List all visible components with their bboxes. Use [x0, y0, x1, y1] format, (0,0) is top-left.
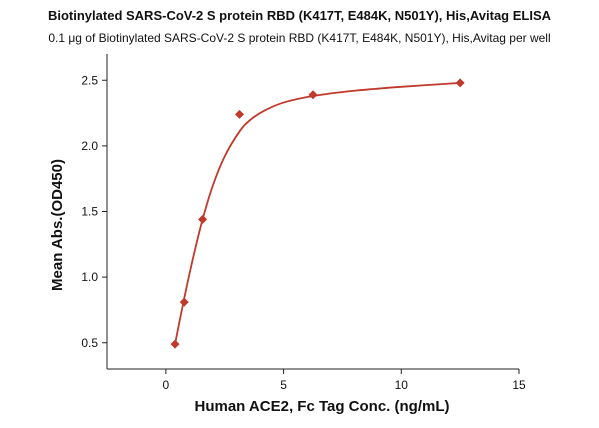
- data-point-marker: [179, 297, 189, 307]
- data-point-marker: [455, 78, 465, 88]
- y-tick-label: 1.0: [81, 270, 98, 284]
- x-tick-label: 10: [395, 378, 409, 392]
- data-points: [170, 78, 465, 349]
- data-point-marker: [235, 109, 245, 119]
- chart-subtitle: 0.1 μg of Biotinylated SARS-CoV-2 S prot…: [48, 31, 551, 45]
- x-axis-label: Human ACE2, Fc Tag Conc. (ng/mL): [194, 398, 449, 415]
- y-tick-label: 2.0: [81, 139, 98, 153]
- data-point-marker: [308, 90, 318, 100]
- axis-ticks: 0 5 10 15 0.5 1.0 1.5 2.0 2.5: [81, 73, 526, 392]
- data-point-marker: [170, 339, 180, 349]
- data-point-marker: [198, 214, 208, 224]
- x-tick-label: 15: [512, 378, 526, 392]
- fit-curve-group: [174, 81, 461, 345]
- chart-title: Biotinylated SARS-CoV-2 S protein RBD (K…: [47, 8, 552, 23]
- y-tick-label: 2.5: [81, 73, 98, 87]
- y-tick-label: 0.5: [81, 336, 98, 350]
- plot-axes: [106, 54, 519, 370]
- y-axis-label: Mean Abs.(OD450): [49, 159, 66, 291]
- fit-curve: [174, 81, 461, 345]
- x-tick-label: 5: [280, 378, 287, 392]
- x-tick-label: 0: [163, 378, 170, 392]
- y-tick-label: 1.5: [81, 205, 98, 219]
